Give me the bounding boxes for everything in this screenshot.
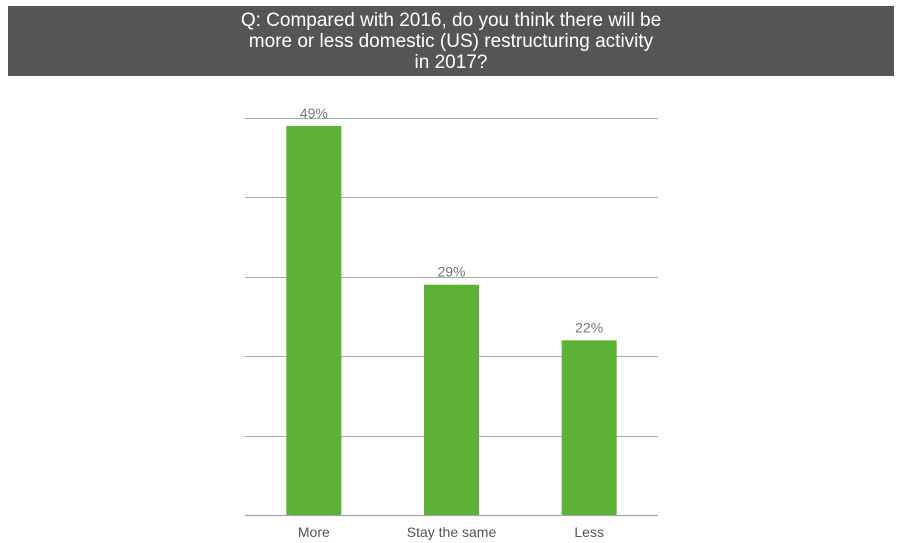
data-labels: 49% 29% 22% [300, 105, 603, 335]
data-label: 29% [437, 264, 465, 280]
bars [286, 125, 617, 515]
chart-title-line-1: Q: Compared with 2016, do you think ther… [240, 9, 662, 31]
data-label: 22% [575, 319, 603, 335]
x-tick-label: More [298, 524, 330, 540]
chart-title-line-2: more or less domestic (US) restructuring… [248, 30, 654, 52]
data-label: 49% [300, 105, 328, 121]
x-axis-tick-labels: More Stay the same Less [298, 524, 604, 540]
chart-title-bar: Q: Compared with 2016, do you think ther… [8, 6, 894, 76]
bar-less [561, 340, 617, 515]
x-tick-label: Less [574, 524, 604, 540]
bar-more [286, 125, 342, 515]
x-tick-label: Stay the same [407, 524, 497, 540]
chart-title-line-3: in 2017? [414, 51, 488, 73]
bar-stay-the-same [424, 284, 479, 515]
